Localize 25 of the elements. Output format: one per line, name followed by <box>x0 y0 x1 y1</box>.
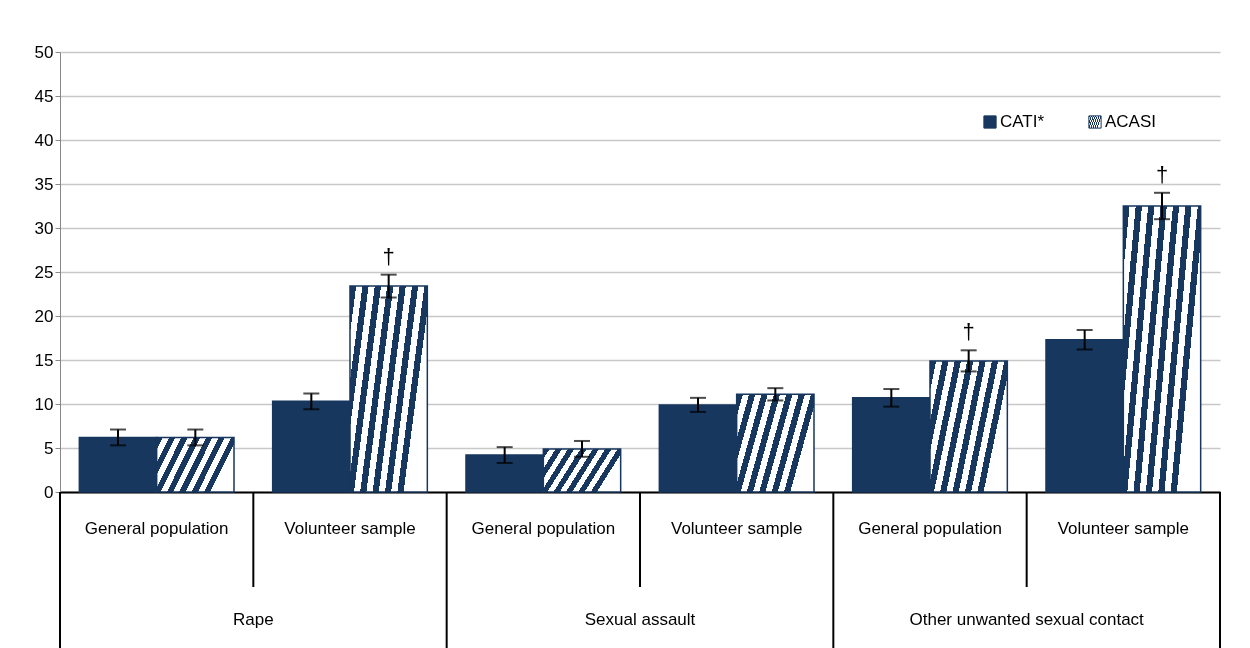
data-label: † <box>1155 161 1169 187</box>
y-tick-label: 15 <box>34 350 54 370</box>
y-tick-label: 5 <box>44 438 54 458</box>
text: Sexual assault <box>584 610 696 629</box>
x-tick-label: General population <box>84 518 229 538</box>
y-tick-label: 20 <box>34 306 54 326</box>
y-tick-label: 0 <box>44 482 54 502</box>
y-tick-label: 10 <box>34 394 54 414</box>
data-label: † <box>962 319 975 345</box>
data-label: † <box>382 243 395 269</box>
y-tick-label: 50 <box>34 42 54 62</box>
y-tick-label: 30 <box>34 218 54 238</box>
x-tick-label: General population <box>471 518 616 538</box>
y-tick-label: 25 <box>34 262 54 282</box>
y-tick-label: 40 <box>34 130 54 150</box>
x-tick-label: General population <box>858 518 1002 538</box>
y-tick-label: 45 <box>34 86 54 106</box>
text: Other unwanted sexual contact <box>909 610 1145 629</box>
x-tick-label: Volunteer sample <box>284 518 416 538</box>
legend-label: CATI* <box>1000 112 1045 131</box>
legend-label: ACASI <box>1105 112 1157 131</box>
text: Rape <box>233 610 274 629</box>
y-tick-label: 35 <box>34 174 54 194</box>
x-tick-label: Volunteer sample <box>670 518 803 538</box>
x-tick-label: Volunteer sample <box>1057 518 1190 538</box>
